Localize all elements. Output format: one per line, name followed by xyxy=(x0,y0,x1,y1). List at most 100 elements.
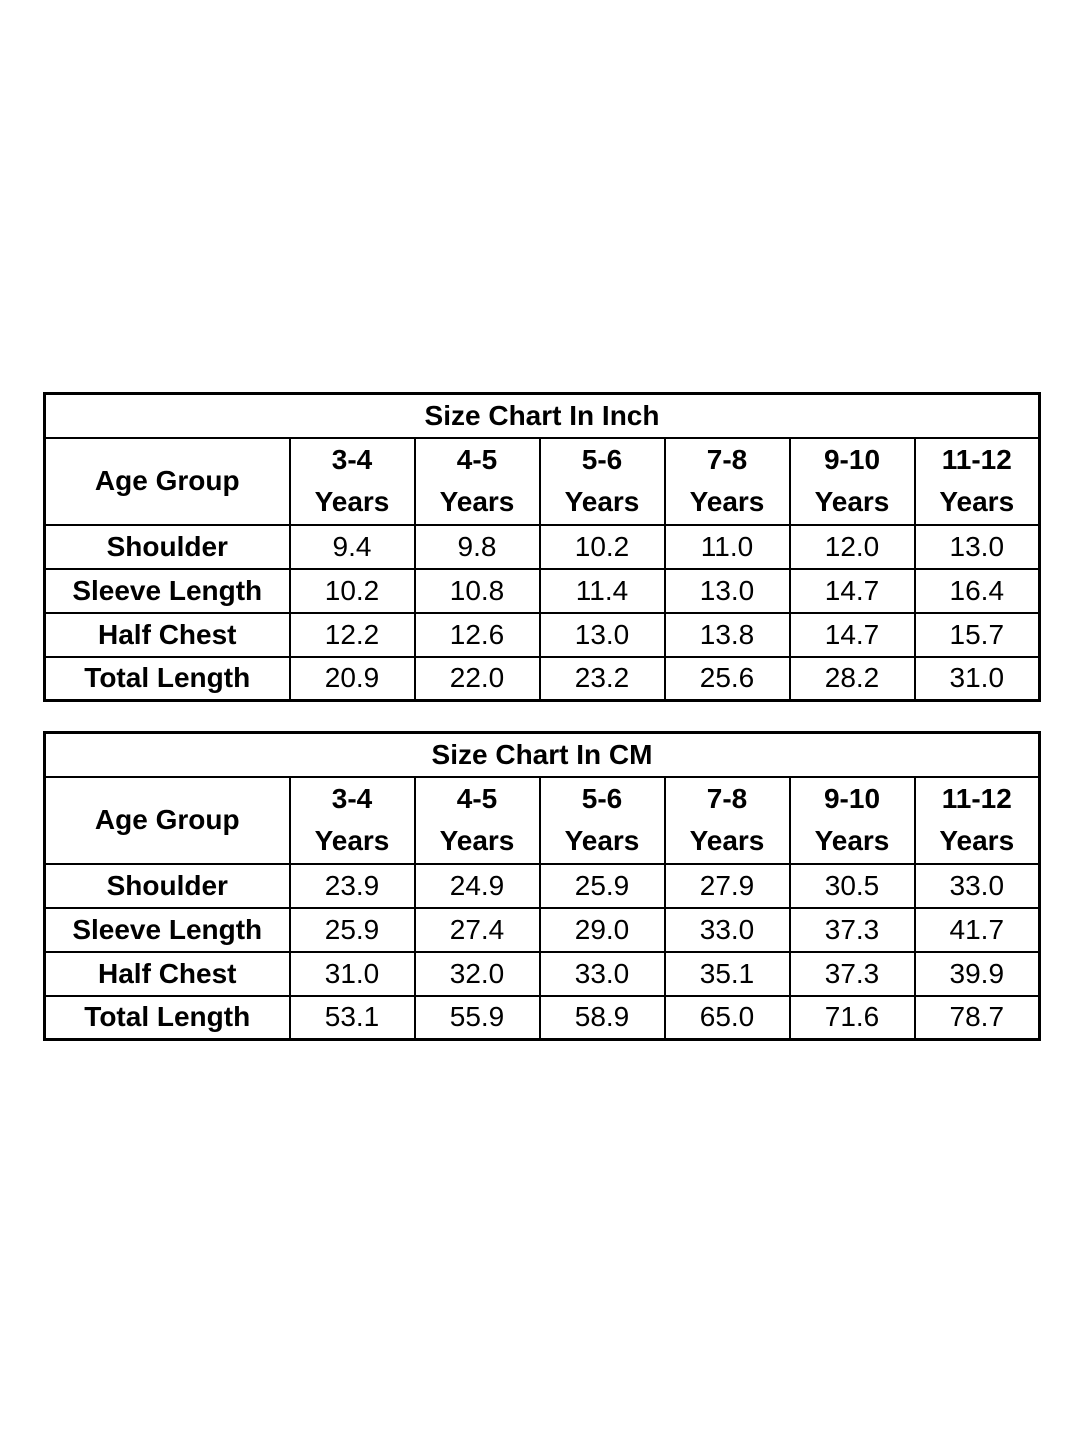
age-unit: Years xyxy=(814,825,890,856)
measurement-value-cell: 10.2 xyxy=(538,523,666,570)
table-row-sleeve-length: Sleeve Length 25.9 27.4 29.0 33.0 37.3 4… xyxy=(43,906,1041,953)
age-unit: Years xyxy=(689,825,765,856)
measurement-value-cell: 12.6 xyxy=(413,611,541,658)
measurement-value-cell: 37.3 xyxy=(788,906,916,953)
measurement-value-cell: 14.7 xyxy=(788,611,916,658)
table-row-shoulder: Shoulder 9.4 9.8 10.2 11.0 12.0 13.0 xyxy=(43,523,1041,570)
age-column-header: 11-12 Years xyxy=(913,775,1041,865)
measurement-row-label: Total Length xyxy=(43,994,291,1041)
age-unit: Years xyxy=(439,825,515,856)
age-unit: Years xyxy=(939,825,1015,856)
measurement-value-cell: 9.4 xyxy=(288,523,416,570)
age-unit: Years xyxy=(314,825,390,856)
measurement-value-cell: 11.4 xyxy=(538,567,666,614)
measurement-value-cell: 37.3 xyxy=(788,950,916,997)
measurement-value-cell: 39.9 xyxy=(913,950,1041,997)
age-range: 3-4 xyxy=(331,444,373,475)
age-column-header: 7-8 Years xyxy=(663,436,791,526)
age-range: 11-12 xyxy=(941,783,1012,814)
age-unit: Years xyxy=(814,486,890,517)
measurement-value-cell: 20.9 xyxy=(288,655,416,702)
measurement-value-cell: 33.0 xyxy=(913,862,1041,909)
size-chart-cm-table: Size Chart In CM Age Group 3-4 Years 4-5… xyxy=(43,731,1042,1041)
measurement-row-label: Sleeve Length xyxy=(43,567,291,614)
table-title: Size Chart In Inch xyxy=(43,392,1041,439)
age-range: 4-5 xyxy=(456,783,498,814)
table-header-row: Age Group 3-4 Years 4-5 Years 5-6 Years … xyxy=(43,775,1041,865)
measurement-value-cell: 23.2 xyxy=(538,655,666,702)
age-range: 7-8 xyxy=(706,783,748,814)
age-column-header: 3-4 Years xyxy=(288,436,416,526)
table-row-total-length: Total Length 53.1 55.9 58.9 65.0 71.6 78… xyxy=(43,994,1041,1041)
age-group-label: Age Group xyxy=(43,436,291,526)
table-title: Size Chart In CM xyxy=(43,731,1041,778)
table-row-half-chest: Half Chest 31.0 32.0 33.0 35.1 37.3 39.9 xyxy=(43,950,1041,997)
measurement-value-cell: 27.4 xyxy=(413,906,541,953)
table-title-row: Size Chart In Inch xyxy=(43,392,1041,439)
age-column-header: 9-10 Years xyxy=(788,775,916,865)
measurement-row-label: Shoulder xyxy=(43,523,291,570)
age-unit: Years xyxy=(689,486,765,517)
measurement-value-cell: 78.7 xyxy=(913,994,1041,1041)
measurement-value-cell: 22.0 xyxy=(413,655,541,702)
measurement-value-cell: 13.0 xyxy=(663,567,791,614)
measurement-value-cell: 12.2 xyxy=(288,611,416,658)
measurement-value-cell: 10.8 xyxy=(413,567,541,614)
measurement-value-cell: 30.5 xyxy=(788,862,916,909)
table-title-row: Size Chart In CM xyxy=(43,731,1041,778)
measurement-value-cell: 25.9 xyxy=(538,862,666,909)
measurement-value-cell: 71.6 xyxy=(788,994,916,1041)
measurement-row-label: Half Chest xyxy=(43,950,291,997)
age-range: 4-5 xyxy=(456,444,498,475)
table-row-total-length: Total Length 20.9 22.0 23.2 25.6 28.2 31… xyxy=(43,655,1041,702)
age-range: 7-8 xyxy=(706,444,748,475)
measurement-value-cell: 23.9 xyxy=(288,862,416,909)
measurement-value-cell: 41.7 xyxy=(913,906,1041,953)
age-range: 3-4 xyxy=(331,783,373,814)
measurement-value-cell: 65.0 xyxy=(663,994,791,1041)
age-column-header: 9-10 Years xyxy=(788,436,916,526)
age-range: 9-10 xyxy=(823,783,881,814)
age-range: 9-10 xyxy=(823,444,881,475)
measurement-value-cell: 53.1 xyxy=(288,994,416,1041)
measurement-value-cell: 35.1 xyxy=(663,950,791,997)
age-range: 11-12 xyxy=(941,444,1012,475)
age-unit: Years xyxy=(564,825,640,856)
table-row-shoulder: Shoulder 23.9 24.9 25.9 27.9 30.5 33.0 xyxy=(43,862,1041,909)
age-column-header: 4-5 Years xyxy=(413,436,541,526)
measurement-value-cell: 28.2 xyxy=(788,655,916,702)
measurement-value-cell: 29.0 xyxy=(538,906,666,953)
measurement-value-cell: 25.6 xyxy=(663,655,791,702)
age-unit: Years xyxy=(314,486,390,517)
measurement-row-label: Sleeve Length xyxy=(43,906,291,953)
age-range: 5-6 xyxy=(581,783,623,814)
measurement-value-cell: 25.9 xyxy=(288,906,416,953)
measurement-value-cell: 14.7 xyxy=(788,567,916,614)
age-column-header: 3-4 Years xyxy=(288,775,416,865)
age-column-header: 5-6 Years xyxy=(538,775,666,865)
measurement-value-cell: 13.0 xyxy=(913,523,1041,570)
table-row-sleeve-length: Sleeve Length 10.2 10.8 11.4 13.0 14.7 1… xyxy=(43,567,1041,614)
measurement-value-cell: 31.0 xyxy=(913,655,1041,702)
measurement-value-cell: 31.0 xyxy=(288,950,416,997)
measurement-value-cell: 32.0 xyxy=(413,950,541,997)
measurement-row-label: Half Chest xyxy=(43,611,291,658)
measurement-value-cell: 15.7 xyxy=(913,611,1041,658)
measurement-value-cell: 9.8 xyxy=(413,523,541,570)
measurement-value-cell: 16.4 xyxy=(913,567,1041,614)
size-chart-inch-table: Size Chart In Inch Age Group 3-4 Years 4… xyxy=(43,392,1042,702)
measurement-value-cell: 24.9 xyxy=(413,862,541,909)
measurement-value-cell: 10.2 xyxy=(288,567,416,614)
measurement-value-cell: 58.9 xyxy=(538,994,666,1041)
measurement-value-cell: 55.9 xyxy=(413,994,541,1041)
measurement-value-cell: 11.0 xyxy=(663,523,791,570)
measurement-value-cell: 13.0 xyxy=(538,611,666,658)
age-unit: Years xyxy=(564,486,640,517)
measurement-row-label: Shoulder xyxy=(43,862,291,909)
age-column-header: 4-5 Years xyxy=(413,775,541,865)
age-group-label: Age Group xyxy=(43,775,291,865)
age-unit: Years xyxy=(939,486,1015,517)
age-column-header: 7-8 Years xyxy=(663,775,791,865)
age-column-header: 5-6 Years xyxy=(538,436,666,526)
